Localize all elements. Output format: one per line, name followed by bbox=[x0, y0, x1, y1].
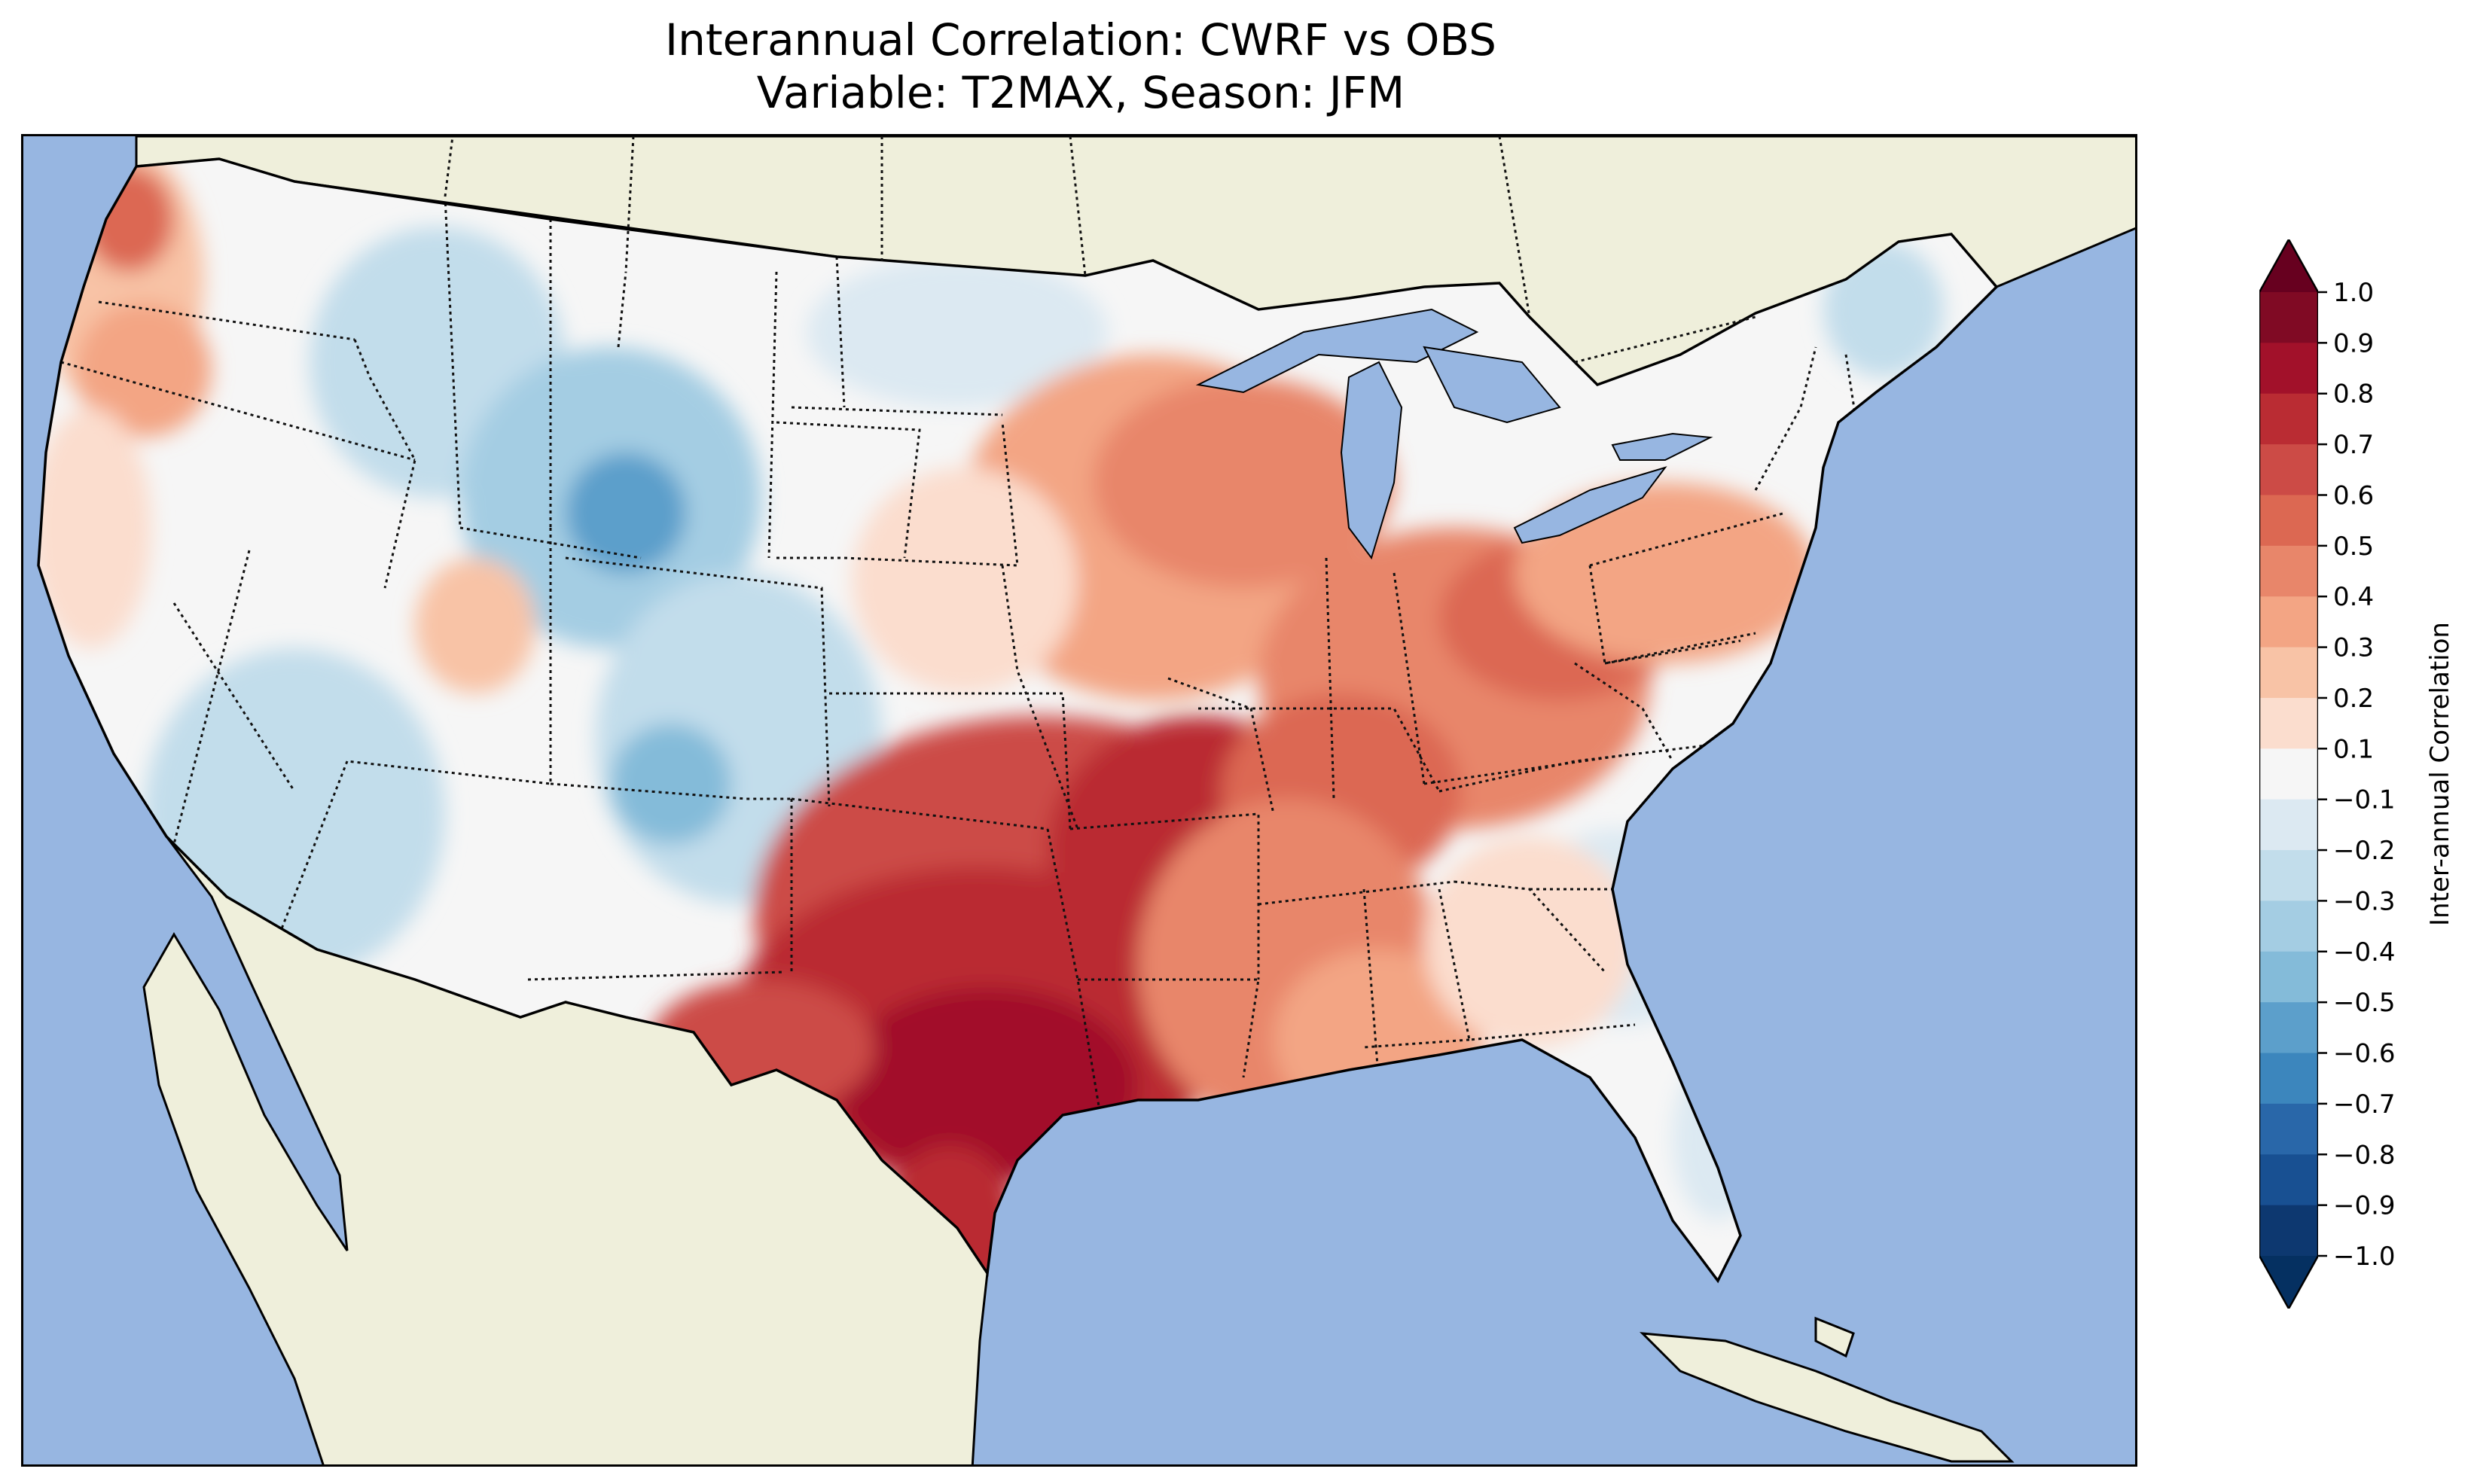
colorbar-ticks: 1.0 0.9 0.8 0.7 0.6 0.5 0.4 0.3 0.2 0.1 −0.1 −0.2 −0… bbox=[2318, 278, 2396, 1272]
colorbar-tick-label: 1.0 bbox=[2333, 278, 2374, 308]
colorbar-segment bbox=[2259, 850, 2318, 901]
colorbar-tick-label: −0.2 bbox=[2333, 836, 2396, 866]
state-borders bbox=[60, 196, 1893, 1116]
map-title-line-2: Variable: T2MAX, Season: JFM bbox=[756, 67, 1405, 118]
colorbar-tick-label: −0.8 bbox=[2333, 1140, 2396, 1170]
colorbar-segment bbox=[2259, 951, 2318, 1003]
colorbar-tick-label: −0.1 bbox=[2333, 785, 2396, 815]
colorbar-tick-label: −0.5 bbox=[2333, 988, 2396, 1018]
bahamas-island bbox=[1814, 1316, 1855, 1358]
colorbar-tick-label: 0.2 bbox=[2333, 684, 2374, 714]
colorbar-tick-label: 0.1 bbox=[2333, 734, 2374, 764]
map-title-line-1: Interannual Correlation: CWRF vs OBS bbox=[664, 14, 1496, 66]
colorbar-segment bbox=[2259, 292, 2318, 343]
colorbar-segment bbox=[2259, 495, 2318, 547]
colorbar-segment bbox=[2259, 647, 2318, 699]
colorbar-extend-bottom bbox=[2259, 1256, 2318, 1309]
colorbar-segment bbox=[2259, 1103, 2318, 1155]
colorbar-segment bbox=[2259, 1154, 2318, 1206]
colorbar-tick-label: −0.4 bbox=[2333, 937, 2396, 967]
colorbar-tick-label: 0.8 bbox=[2333, 379, 2374, 410]
colorbar-segment bbox=[2259, 1205, 2318, 1257]
colorbar-extend-top bbox=[2259, 239, 2318, 292]
colorbar-tick-label: −0.6 bbox=[2333, 1039, 2396, 1069]
colorbar-segment bbox=[2259, 444, 2318, 495]
colorbar-tick-label: 0.6 bbox=[2333, 480, 2374, 510]
colorbar-segment bbox=[2259, 900, 2318, 952]
colorbar bbox=[2259, 239, 2318, 1309]
colorbar-tick-label: 0.9 bbox=[2333, 328, 2374, 358]
colorbar-tick-label: −0.3 bbox=[2333, 886, 2396, 916]
colorbar-segment bbox=[2259, 1053, 2318, 1105]
canada-province-borders bbox=[444, 136, 1756, 364]
colorbar-tick-label: −0.7 bbox=[2333, 1089, 2396, 1120]
colorbar-tick-label: −0.9 bbox=[2333, 1191, 2396, 1221]
us-coastline bbox=[37, 157, 1999, 1284]
great-lakes bbox=[1195, 308, 1713, 560]
colorbar-segment bbox=[2259, 748, 2318, 800]
colorbar-tick-label: 0.4 bbox=[2333, 582, 2374, 612]
colorbar-tick-label: 0.3 bbox=[2333, 633, 2374, 663]
colorbar-label: Inter-annual Correlation bbox=[2425, 622, 2455, 926]
colorbar-segment bbox=[2259, 393, 2318, 445]
colorbar-segment bbox=[2259, 799, 2318, 851]
colorbar-segment bbox=[2259, 697, 2318, 749]
us-canada-border bbox=[294, 180, 837, 258]
colorbar-tick-label: 0.5 bbox=[2333, 532, 2374, 562]
colorbar-tick-label: −1.0 bbox=[2333, 1242, 2396, 1272]
colorbar-segment bbox=[2259, 343, 2318, 395]
map-panel bbox=[21, 134, 2137, 1467]
colorbar-segment bbox=[2259, 596, 2318, 648]
colorbar-tick-label: 0.7 bbox=[2333, 430, 2374, 460]
colorbar-segment bbox=[2259, 1002, 2318, 1054]
colorbar-segment bbox=[2259, 545, 2318, 597]
cuba-landmass bbox=[1640, 1332, 2015, 1463]
map-canvas bbox=[23, 136, 2135, 1464]
correlation-field bbox=[38, 159, 1944, 1281]
